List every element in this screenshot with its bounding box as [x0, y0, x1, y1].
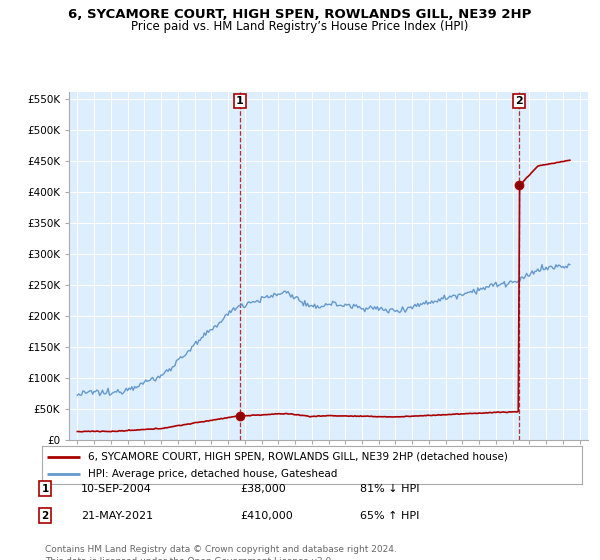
- Text: 65% ↑ HPI: 65% ↑ HPI: [360, 511, 419, 521]
- Text: HPI: Average price, detached house, Gateshead: HPI: Average price, detached house, Gate…: [88, 469, 337, 479]
- Text: £410,000: £410,000: [240, 511, 293, 521]
- Text: Price paid vs. HM Land Registry’s House Price Index (HPI): Price paid vs. HM Land Registry’s House …: [131, 20, 469, 32]
- Text: 6, SYCAMORE COURT, HIGH SPEN, ROWLANDS GILL, NE39 2HP: 6, SYCAMORE COURT, HIGH SPEN, ROWLANDS G…: [68, 8, 532, 21]
- Text: 1: 1: [41, 484, 49, 494]
- Text: 2: 2: [41, 511, 49, 521]
- Text: £38,000: £38,000: [240, 484, 286, 494]
- Text: 10-SEP-2004: 10-SEP-2004: [81, 484, 152, 494]
- Text: Contains HM Land Registry data © Crown copyright and database right 2024.
This d: Contains HM Land Registry data © Crown c…: [45, 545, 397, 560]
- Text: 6, SYCAMORE COURT, HIGH SPEN, ROWLANDS GILL, NE39 2HP (detached house): 6, SYCAMORE COURT, HIGH SPEN, ROWLANDS G…: [88, 451, 508, 461]
- Text: 2: 2: [515, 96, 523, 106]
- Text: 1: 1: [236, 96, 244, 106]
- Text: 81% ↓ HPI: 81% ↓ HPI: [360, 484, 419, 494]
- Text: 21-MAY-2021: 21-MAY-2021: [81, 511, 153, 521]
